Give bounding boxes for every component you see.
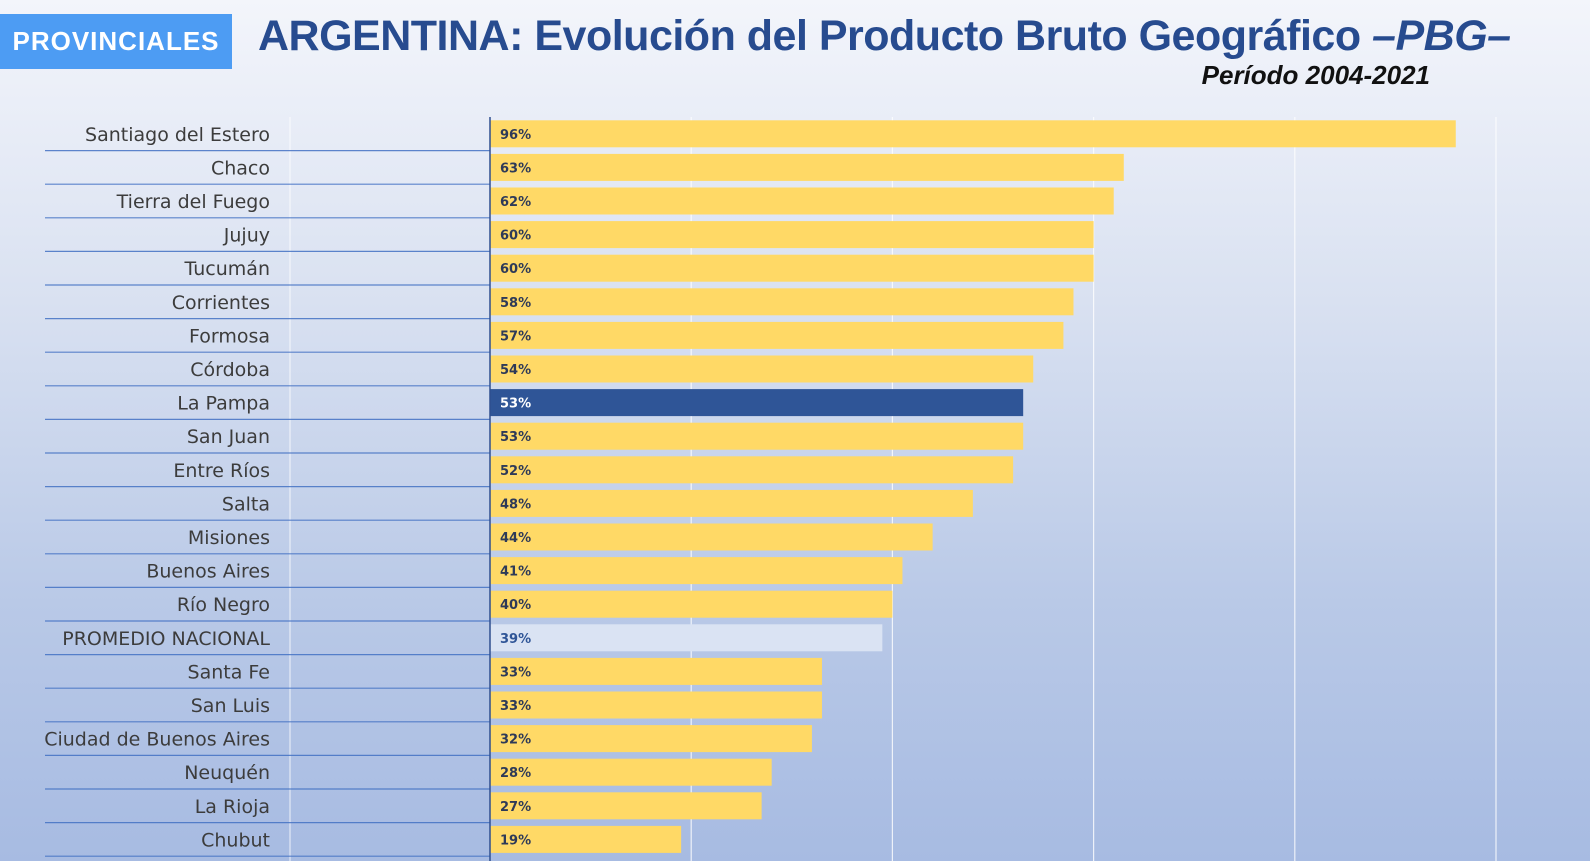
bar <box>490 456 1014 484</box>
bar <box>490 590 893 618</box>
bar <box>490 825 682 853</box>
value-label: 63% <box>500 161 531 176</box>
bar <box>490 422 1024 450</box>
category-label: Chubut <box>201 829 270 851</box>
category-label: La Rioja <box>195 796 270 818</box>
category-label: Ciudad de Buenos Aires <box>44 729 270 751</box>
value-label: 33% <box>500 699 531 714</box>
value-label: 62% <box>500 195 531 210</box>
bar <box>490 489 973 517</box>
value-label: 39% <box>500 632 531 647</box>
value-label: 53% <box>500 430 531 445</box>
category-label: Neuquén <box>184 762 270 784</box>
bar <box>490 389 1024 417</box>
bar <box>490 355 1034 383</box>
category-label: Córdoba <box>190 359 270 381</box>
category-label: San Juan <box>187 426 270 448</box>
bar <box>490 321 1064 349</box>
value-label: 60% <box>500 229 531 244</box>
category-label: Jujuy <box>223 225 270 247</box>
category-label: Chaco <box>211 157 270 179</box>
value-label: 54% <box>500 363 531 378</box>
category-label: La Pampa <box>177 393 270 415</box>
category-label: PROMEDIO NACIONAL <box>62 628 270 650</box>
value-label: 58% <box>500 296 531 311</box>
bar <box>490 153 1124 181</box>
value-label: 28% <box>500 766 531 781</box>
bar <box>490 792 762 820</box>
value-label: 40% <box>500 598 531 613</box>
value-label: 96% <box>500 128 531 143</box>
category-label: Buenos Aires <box>146 561 270 583</box>
value-label: 33% <box>500 665 531 680</box>
category-label: Río Negro <box>177 594 270 616</box>
bar <box>490 254 1094 282</box>
value-label: 52% <box>500 464 531 479</box>
title-main: ARGENTINA: Evolución del Producto Bruto … <box>258 12 1373 60</box>
value-label: 60% <box>500 262 531 277</box>
category-label: Tierra del Fuego <box>116 191 270 213</box>
category-label: Salta <box>222 493 270 515</box>
value-label: 57% <box>500 329 531 344</box>
category-label: Entre Ríos <box>173 460 270 482</box>
chart-title: ARGENTINA: Evolución del Producto Bruto … <box>258 12 1511 61</box>
category-label: Formosa <box>189 325 270 347</box>
category-label: Tucumán <box>184 258 270 280</box>
value-label: 32% <box>500 733 531 748</box>
category-label: Misiones <box>188 527 270 549</box>
value-label: 44% <box>500 531 531 546</box>
category-label: Santa Fe <box>188 661 270 683</box>
category-label: Corrientes <box>172 292 270 314</box>
value-label: 27% <box>500 800 531 815</box>
bar <box>490 120 1456 148</box>
value-label: 41% <box>500 565 531 580</box>
category-label: Santiago del Estero <box>85 124 270 146</box>
value-label: 48% <box>500 497 531 512</box>
section-badge: PROVINCIALES <box>0 14 232 69</box>
bar <box>490 288 1074 316</box>
category-label: San Luis <box>191 695 270 717</box>
title-pbg: –PBG– <box>1372 12 1511 60</box>
value-label: 19% <box>500 833 531 848</box>
value-label: 53% <box>500 397 531 412</box>
bar <box>490 187 1114 215</box>
bar <box>490 557 903 585</box>
bar <box>490 624 883 652</box>
bar <box>490 657 822 685</box>
chart-subtitle: Período 2004-2021 <box>1201 60 1430 90</box>
bar <box>490 725 812 753</box>
bar <box>490 221 1094 249</box>
bar <box>490 523 933 551</box>
bar <box>490 691 822 719</box>
bar <box>490 758 772 786</box>
